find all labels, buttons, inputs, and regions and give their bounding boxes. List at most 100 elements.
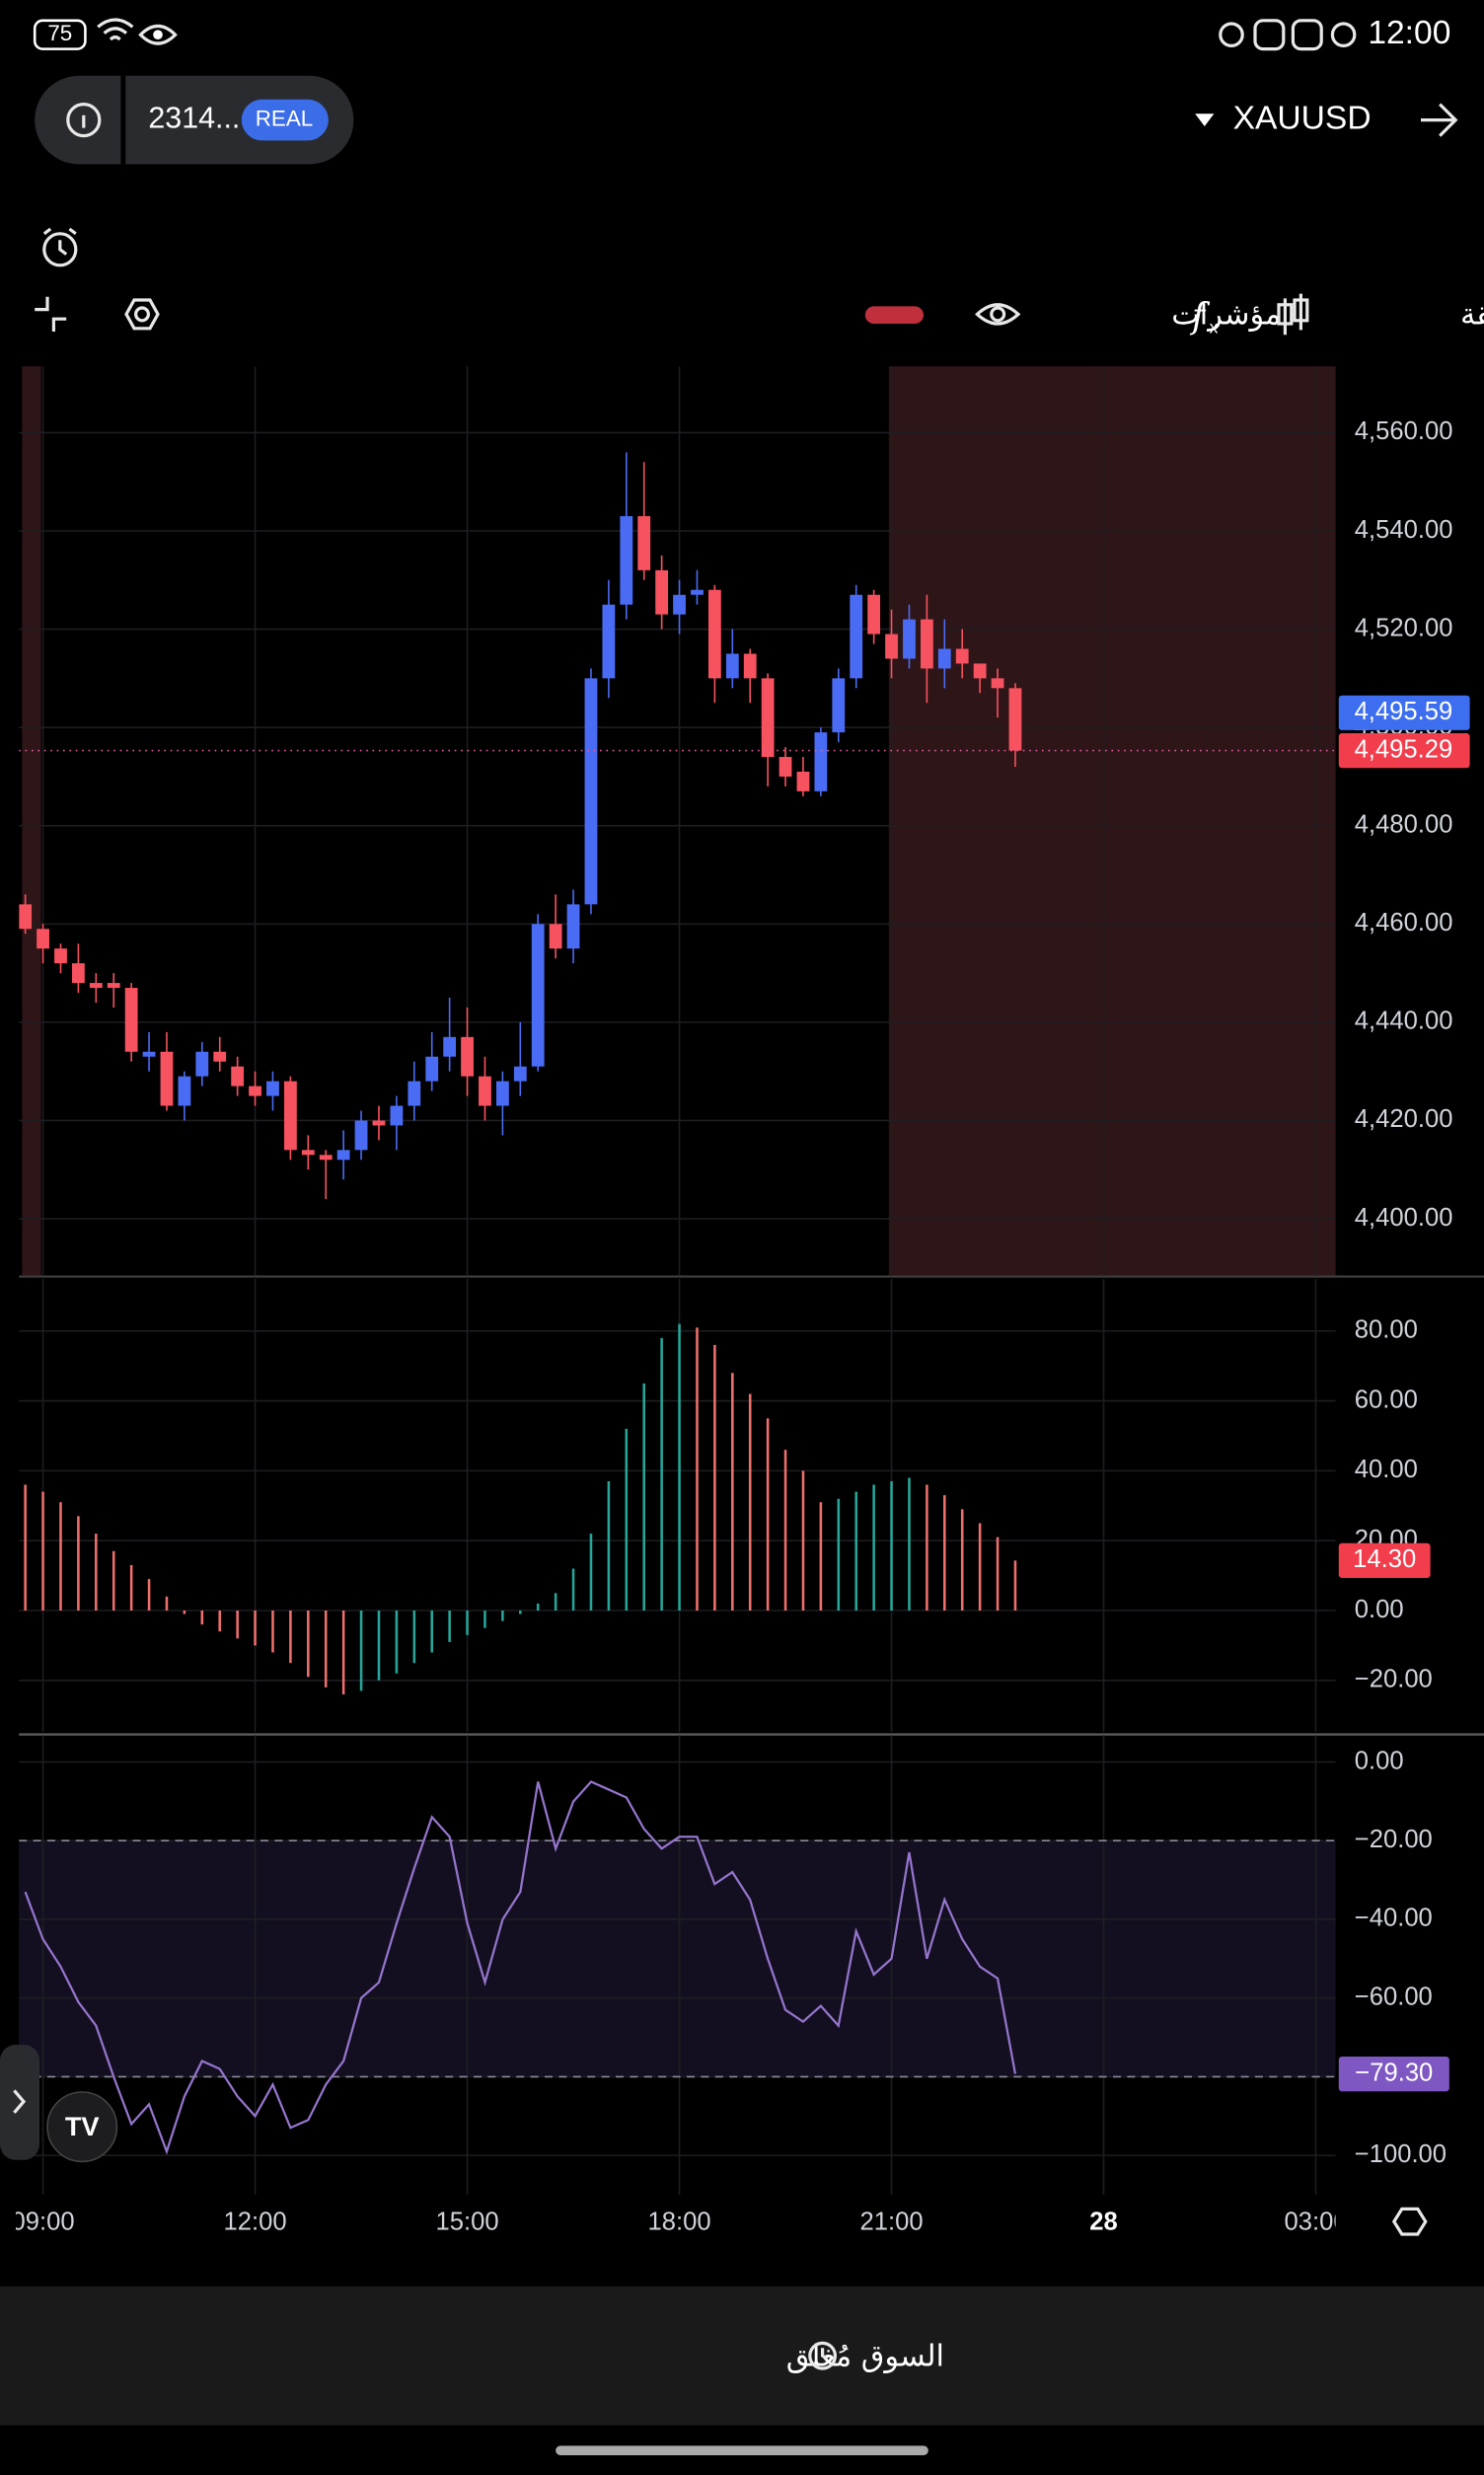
candle-body	[531, 924, 545, 1067]
x-tick-label: 18:00	[648, 2209, 711, 2236]
toolbar: مؤشرات f x 15دقيقة	[35, 227, 1484, 337]
candle-body	[885, 634, 898, 659]
candle-body	[461, 1036, 474, 1077]
wifi-icon	[97, 18, 134, 41]
account-id[interactable]: 2314...	[148, 102, 240, 135]
candle-body	[991, 678, 1004, 689]
symbol[interactable]: XAUUSD	[1233, 100, 1372, 136]
tradingview-logo[interactable]	[46, 2091, 118, 2163]
account-pill[interactable]	[35, 75, 354, 165]
candle-body	[867, 594, 881, 635]
candle-body	[691, 589, 704, 595]
candle-body	[319, 1155, 333, 1161]
chart-type-candle	[1293, 298, 1309, 323]
candle-body	[160, 1051, 174, 1106]
candle-body	[903, 619, 916, 659]
x-tick-label: 12:00	[224, 2209, 287, 2236]
candle-body	[779, 757, 792, 777]
app-icon	[1219, 22, 1244, 47]
candle-body	[107, 983, 120, 989]
candle-body	[249, 1086, 261, 1096]
candle-body	[673, 594, 686, 615]
side-tab[interactable]	[0, 2045, 39, 2160]
candle-body	[955, 648, 969, 664]
candle-body	[301, 1150, 315, 1156]
home-indicator[interactable]	[556, 2445, 928, 2455]
candle-body	[707, 589, 721, 679]
y-tick-label: 4,520.00	[1355, 614, 1453, 641]
candle-body	[443, 1036, 457, 1057]
x-tick-label: 28	[1089, 2209, 1117, 2236]
account-type: REAL	[256, 107, 314, 131]
candle-body	[479, 1076, 491, 1106]
candle-body	[725, 653, 739, 679]
session-shade	[22, 366, 41, 1276]
candle-body	[231, 1066, 245, 1087]
account-badge	[241, 99, 329, 141]
candle-body	[655, 569, 669, 615]
candle-body	[195, 1051, 209, 1077]
y-tick-label: 4,480.00	[1355, 810, 1453, 838]
candle-body	[89, 983, 103, 989]
dropdown-arrow[interactable]	[1195, 113, 1215, 126]
y-tick-label: 4,420.00	[1355, 1105, 1453, 1133]
x-axis: 09:00 12:00 15:00 18:00 21:00 28 03:00	[12, 2209, 1348, 2236]
candle-body	[602, 604, 616, 679]
chart-type-candle	[1277, 303, 1294, 326]
visibility-pupil	[990, 306, 1006, 323]
y-tick-label: 0.00	[1355, 1747, 1404, 1774]
candle-body	[354, 1120, 368, 1151]
market-status: السوق مُغلق	[786, 2339, 944, 2373]
candle-body	[937, 648, 951, 669]
candle-body	[584, 678, 598, 905]
collapse-icon[interactable]	[35, 296, 67, 332]
interval-button[interactable]: 15دقيقة	[1460, 298, 1484, 333]
x-tick-label: 09:00	[12, 2209, 75, 2236]
y-tick-label: 4,560.00	[1355, 417, 1453, 445]
candle-body	[761, 678, 775, 758]
candle-body	[142, 1051, 156, 1057]
price-label: 4,495.59	[1355, 698, 1453, 725]
chart-area: 09:00 12:00 15:00 18:00 21:00 28 03:00 4,400.00…	[12, 366, 1484, 2236]
axis-settings-icon[interactable]	[1391, 2207, 1428, 2236]
candle-body	[973, 663, 987, 679]
candle-body	[832, 678, 846, 733]
y-tick-label: 4,540.00	[1355, 516, 1453, 544]
instagram-icon	[1253, 19, 1286, 51]
candle-body	[266, 1081, 279, 1096]
x-tick-label: 03:00	[1285, 2209, 1348, 2236]
candle-body	[372, 1120, 386, 1126]
eye-pupil	[153, 30, 163, 39]
settings-icon[interactable]	[124, 298, 160, 331]
visibility-icon[interactable]	[975, 303, 1021, 326]
plot-layer	[19, 366, 1336, 2195]
price-label: 4,495.29	[1355, 735, 1453, 763]
y-tick-label: 4,440.00	[1355, 1008, 1453, 1035]
trade-toggle[interactable]	[864, 306, 924, 324]
candle-body	[336, 1150, 350, 1161]
last-value-label: 14.30	[1353, 1545, 1416, 1573]
y-tick-label: −40.00	[1355, 1905, 1433, 1932]
y-tick-label: 4,460.00	[1355, 909, 1453, 937]
candle-body	[425, 1056, 439, 1082]
y-tick-label: −100.00	[1355, 2140, 1447, 2168]
clock-icon	[808, 2341, 837, 2370]
indicators-button[interactable]: مؤشرات	[1171, 298, 1281, 333]
indicator-line	[24, 1780, 1017, 2155]
battery-level: 75	[47, 21, 72, 45]
forward-arrow[interactable]	[1421, 103, 1458, 137]
y-tick-label: 0.00	[1355, 1596, 1404, 1623]
candle-body	[743, 653, 757, 679]
logo-mark: TV	[65, 2111, 100, 2141]
candle-body	[283, 1081, 297, 1151]
info-icon[interactable]	[66, 103, 102, 138]
candle-body	[37, 929, 49, 949]
alarm-icon[interactable]	[42, 232, 78, 267]
y-tick-label: 80.00	[1355, 1316, 1418, 1344]
last-value-box	[1338, 1542, 1431, 1578]
top-bar: 2314... REAL XAUUSD	[35, 75, 1458, 165]
candle-body	[796, 771, 810, 791]
candle-body	[549, 924, 562, 949]
candle-body	[620, 516, 633, 605]
indicator-band	[19, 1840, 1336, 2076]
